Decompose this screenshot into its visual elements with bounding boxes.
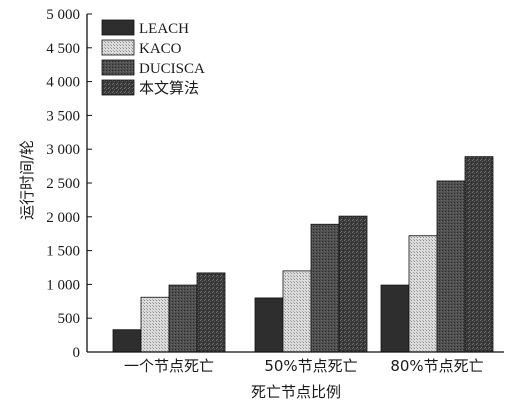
y-tick-label: 1 500	[46, 244, 80, 260]
y-tick-label: 5 000	[46, 7, 80, 23]
legend: LEACH KACO DUCISCA 本文算法	[101, 19, 205, 97]
legend-swatch-本文算法	[101, 79, 135, 96]
y-tick-label: 2 500	[46, 176, 80, 192]
y-tick-label: 1 000	[46, 277, 80, 293]
legend-swatch-DUCISCA	[101, 59, 135, 76]
y-tick-label: 500	[58, 311, 81, 327]
y-axis-title: 运行时间/轮	[18, 140, 36, 220]
bars-layer	[112, 156, 494, 353]
y-tick-label: 3 500	[46, 108, 80, 124]
x-category-label: 50%节点死亡	[264, 357, 357, 375]
bar-本文算法-80%节点死亡	[464, 156, 494, 353]
bar-KACO-一个节点死亡	[140, 296, 170, 353]
bar-DUCISCA-50%节点死亡	[310, 223, 340, 353]
y-ticks-layer: 0 500 1 000 1 500 2 000 2 500 3 000 3 500 4 000 4…	[46, 7, 92, 361]
legend-label: 本文算法	[139, 79, 199, 97]
y-tick-label: 4 000	[46, 75, 80, 91]
bar-LEACH-80%节点死亡	[380, 284, 410, 353]
x-category-labels-layer: 一个节点死亡 50%节点死亡 80%节点死亡	[124, 357, 484, 375]
y-tick-label: 3 000	[46, 142, 80, 158]
x-axis-title: 死亡节点比例	[251, 383, 341, 401]
bar-LEACH-一个节点死亡	[112, 329, 142, 353]
bar-KACO-80%节点死亡	[408, 235, 438, 353]
bar-LEACH-50%节点死亡	[254, 297, 284, 353]
bar-DUCISCA-80%节点死亡	[436, 180, 466, 353]
bar-本文算法-一个节点死亡	[196, 272, 226, 353]
y-tick-label: 2 000	[46, 210, 80, 226]
legend-label: KACO	[139, 41, 182, 57]
y-tick-label: 4 500	[46, 41, 80, 57]
legend-swatch-LEACH	[101, 19, 135, 36]
bar-KACO-50%节点死亡	[282, 270, 312, 353]
legend-label: LEACH	[139, 21, 189, 37]
x-category-label: 80%节点死亡	[390, 357, 483, 375]
legend-swatch-KACO	[101, 39, 135, 56]
y-tick-label: 0	[73, 345, 81, 361]
bar-本文算法-50%节点死亡	[338, 215, 368, 353]
legend-label: DUCISCA	[139, 61, 205, 77]
x-category-label: 一个节点死亡	[124, 357, 214, 375]
bar-DUCISCA-一个节点死亡	[168, 284, 198, 353]
